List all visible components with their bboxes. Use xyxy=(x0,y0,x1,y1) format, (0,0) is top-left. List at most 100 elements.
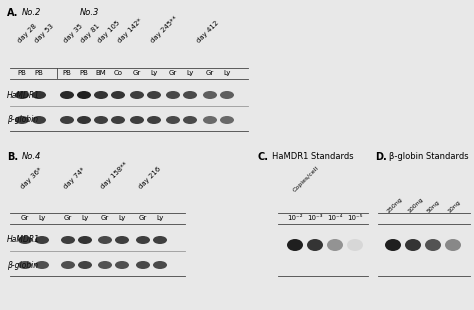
Ellipse shape xyxy=(183,116,197,124)
Text: day 36*: day 36* xyxy=(20,166,43,190)
Text: Gr: Gr xyxy=(64,215,72,221)
Text: Gr: Gr xyxy=(169,70,177,76)
Text: day 28: day 28 xyxy=(17,23,38,44)
Text: Co: Co xyxy=(113,70,122,76)
Text: day 35: day 35 xyxy=(63,23,84,44)
Text: day 53: day 53 xyxy=(34,23,55,44)
Text: 100ng: 100ng xyxy=(407,197,424,214)
Text: PB: PB xyxy=(80,70,89,76)
Ellipse shape xyxy=(111,116,125,124)
Ellipse shape xyxy=(78,236,92,244)
Ellipse shape xyxy=(77,116,91,124)
Text: Ly: Ly xyxy=(156,215,164,221)
Text: 10⁻³: 10⁻³ xyxy=(307,215,323,221)
Ellipse shape xyxy=(60,91,74,99)
Ellipse shape xyxy=(136,261,150,269)
Text: Ly: Ly xyxy=(186,70,194,76)
Text: Copies/cell: Copies/cell xyxy=(292,165,320,193)
Text: PB: PB xyxy=(18,70,27,76)
Ellipse shape xyxy=(220,116,234,124)
Text: HaMDR1 Standards: HaMDR1 Standards xyxy=(272,152,354,161)
Ellipse shape xyxy=(35,236,49,244)
Text: day 81: day 81 xyxy=(80,23,101,44)
Text: Ly: Ly xyxy=(223,70,231,76)
Ellipse shape xyxy=(94,91,108,99)
Text: Gr: Gr xyxy=(206,70,214,76)
Text: Gr: Gr xyxy=(133,70,141,76)
Ellipse shape xyxy=(15,91,29,99)
Ellipse shape xyxy=(327,239,343,251)
Ellipse shape xyxy=(203,91,217,99)
Ellipse shape xyxy=(18,261,32,269)
Ellipse shape xyxy=(98,261,112,269)
Ellipse shape xyxy=(307,239,323,251)
Text: No.3: No.3 xyxy=(80,8,100,17)
Text: Ly: Ly xyxy=(38,215,46,221)
Ellipse shape xyxy=(115,236,129,244)
Ellipse shape xyxy=(220,91,234,99)
Text: Ly: Ly xyxy=(118,215,126,221)
Text: day 158**: day 158** xyxy=(100,161,129,190)
Ellipse shape xyxy=(94,116,108,124)
Text: day 105: day 105 xyxy=(97,20,121,44)
Text: 50ng: 50ng xyxy=(427,199,441,214)
Text: β-globin Standards: β-globin Standards xyxy=(389,152,469,161)
Text: D.: D. xyxy=(375,152,387,162)
Ellipse shape xyxy=(153,236,167,244)
Text: No.4: No.4 xyxy=(22,152,41,161)
Text: day 412: day 412 xyxy=(196,20,220,44)
Text: C.: C. xyxy=(258,152,269,162)
Text: Ly: Ly xyxy=(150,70,158,76)
Ellipse shape xyxy=(405,239,421,251)
Ellipse shape xyxy=(166,91,180,99)
Ellipse shape xyxy=(445,239,461,251)
Ellipse shape xyxy=(35,261,49,269)
Text: Gr: Gr xyxy=(139,215,147,221)
Ellipse shape xyxy=(60,116,74,124)
Ellipse shape xyxy=(153,261,167,269)
Ellipse shape xyxy=(32,91,46,99)
Text: day 245**: day 245** xyxy=(150,15,179,44)
Text: B.: B. xyxy=(7,152,18,162)
Ellipse shape xyxy=(130,116,144,124)
Text: PB: PB xyxy=(63,70,72,76)
Ellipse shape xyxy=(147,91,161,99)
Text: PB: PB xyxy=(35,70,44,76)
Text: Gr: Gr xyxy=(21,215,29,221)
Ellipse shape xyxy=(166,116,180,124)
Ellipse shape xyxy=(111,91,125,99)
Ellipse shape xyxy=(15,116,29,124)
Text: Gr: Gr xyxy=(101,215,109,221)
Ellipse shape xyxy=(18,236,32,244)
Text: 10⁻⁴: 10⁻⁴ xyxy=(327,215,343,221)
Ellipse shape xyxy=(32,116,46,124)
Ellipse shape xyxy=(61,261,75,269)
Ellipse shape xyxy=(78,261,92,269)
Text: BM: BM xyxy=(96,70,106,76)
Text: day 74*: day 74* xyxy=(63,166,86,190)
Ellipse shape xyxy=(130,91,144,99)
Ellipse shape xyxy=(115,261,129,269)
Text: HaMDR1: HaMDR1 xyxy=(7,236,40,245)
Ellipse shape xyxy=(77,91,91,99)
Text: 250ng: 250ng xyxy=(386,197,404,214)
Text: β-globin: β-globin xyxy=(7,116,38,125)
Text: β-globin: β-globin xyxy=(7,260,38,269)
Ellipse shape xyxy=(347,239,363,251)
Text: HaMDR1: HaMDR1 xyxy=(7,91,40,100)
Text: Ly: Ly xyxy=(82,215,89,221)
Text: 10⁻⁵: 10⁻⁵ xyxy=(347,215,363,221)
Text: day 216: day 216 xyxy=(138,166,162,190)
Ellipse shape xyxy=(203,116,217,124)
Text: A.: A. xyxy=(7,8,18,18)
Text: 10ng: 10ng xyxy=(447,199,461,214)
Text: 10⁻²: 10⁻² xyxy=(287,215,303,221)
Ellipse shape xyxy=(183,91,197,99)
Ellipse shape xyxy=(287,239,303,251)
Ellipse shape xyxy=(98,236,112,244)
Ellipse shape xyxy=(61,236,75,244)
Ellipse shape xyxy=(147,116,161,124)
Ellipse shape xyxy=(385,239,401,251)
Text: day 142*: day 142* xyxy=(117,17,143,44)
Ellipse shape xyxy=(136,236,150,244)
